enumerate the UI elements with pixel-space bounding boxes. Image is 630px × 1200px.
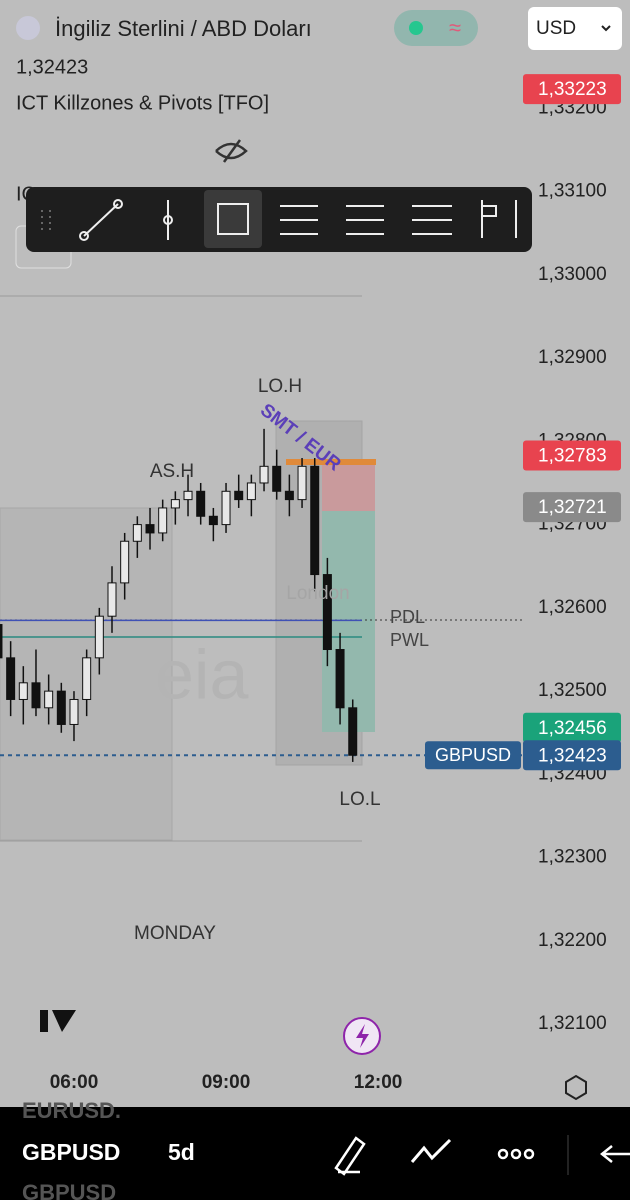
more-button[interactable]: [497, 1148, 535, 1160]
currency: USD: [536, 18, 576, 39]
symbol-badge-label: GBPUSD: [435, 745, 511, 765]
stop-zone: [322, 462, 375, 511]
candle-body: [44, 690, 54, 709]
flag-icon: [16, 16, 40, 40]
interval-button[interactable]: 5d: [168, 1139, 195, 1165]
y-tick-label: 1,32200: [538, 930, 607, 951]
y-tick-label: 1,32500: [538, 680, 607, 701]
candle-body: [335, 649, 345, 709]
annotation: MONDAY: [134, 923, 216, 944]
logo: [18, 1010, 76, 1032]
candle-body: [310, 465, 320, 576]
symbol-badge: [425, 741, 521, 770]
symbol-button[interactable]: GBPUSD: [22, 1139, 120, 1165]
candle-body: [284, 490, 294, 501]
candle-body: [120, 540, 130, 584]
watermark: eia: [155, 635, 248, 713]
status-icon: ≈: [449, 15, 461, 40]
currency-dropdown[interactable]: [528, 7, 622, 50]
status-dot: [409, 21, 423, 35]
candle-body: [145, 524, 155, 534]
price-badge-label: 1,33223: [538, 79, 607, 100]
price-badge-label: 1,32783: [538, 446, 607, 467]
candle-body: [208, 515, 218, 526]
y-tick-label: 1,32900: [538, 347, 607, 368]
candle-body: [0, 624, 3, 659]
candle-body: [18, 682, 28, 700]
draw-button[interactable]: [334, 1136, 366, 1176]
price-badge: [523, 74, 621, 105]
visibility-icon[interactable]: [215, 139, 248, 163]
annotation: AS.H: [150, 461, 194, 482]
back-button[interactable]: [599, 1145, 630, 1163]
status-pill[interactable]: [394, 10, 478, 46]
y-tick-label: 1,32600: [538, 597, 607, 618]
last-price: 1,32423: [16, 56, 88, 78]
candle-body: [132, 524, 142, 542]
annotation: LO.H: [258, 376, 302, 397]
candle-body: [297, 465, 307, 501]
price-badge-label: 1,32423: [538, 745, 607, 766]
candle-body: [183, 490, 193, 501]
candle-body: [107, 582, 117, 617]
candle-body: [322, 574, 332, 651]
candle-body: [170, 499, 180, 509]
candle-body: [234, 490, 244, 501]
candle-body: [94, 615, 104, 659]
y-tick-label: 1,32100: [538, 1013, 607, 1034]
price-badge-label: 1,32456: [538, 718, 607, 739]
y-tick-label: 1,33100: [538, 181, 607, 202]
candle-body: [246, 482, 256, 501]
price-badge-label: 1,32721: [538, 497, 607, 518]
settings-icon[interactable]: [565, 1074, 587, 1101]
candle-body: [221, 490, 231, 526]
x-tick-label: 06:00: [50, 1072, 99, 1093]
candle-body: [196, 490, 206, 517]
candle-body: [31, 682, 41, 709]
chart: 1,332001,331001,330001,329001,328001,327…: [0, 74, 621, 1093]
lightning-icon: [356, 1024, 369, 1048]
candle-body: [259, 465, 269, 484]
ghost-symbol: GBPUSD: [22, 1180, 116, 1200]
x-tick-label: 09:00: [202, 1072, 251, 1093]
ghost-symbol: EURUSD.: [22, 1098, 121, 1123]
price-badge: [523, 740, 621, 771]
candle-body: [158, 507, 168, 534]
candle-body: [69, 698, 79, 725]
candle-body: [348, 707, 358, 756]
candle-body: [6, 657, 16, 700]
price-badge: [523, 712, 621, 743]
symbol-title: İngiliz Sterlini / ABD Doları: [55, 16, 312, 41]
drawing-toolbar: [26, 187, 532, 252]
candle-body: [82, 657, 92, 700]
candle-body: [272, 465, 282, 492]
level-label: PWL: [390, 630, 429, 650]
annotation: London: [286, 583, 349, 604]
chevron: [601, 25, 611, 32]
x-tick-label: 12:00: [354, 1072, 403, 1093]
y-tick-label: 1,33000: [538, 264, 607, 285]
level-label: PDL: [390, 607, 425, 627]
price-badge: [523, 440, 621, 471]
indicators-button[interactable]: [410, 1138, 452, 1163]
y-tick-label: 1,32300: [538, 847, 607, 868]
toolbar-icons: [41, 190, 517, 248]
price-badge: [523, 492, 621, 523]
candle-body: [56, 690, 66, 725]
annotation: LO.L: [339, 789, 380, 810]
indicator-name: ICT Killzones & Pivots [TFO]: [16, 92, 269, 114]
